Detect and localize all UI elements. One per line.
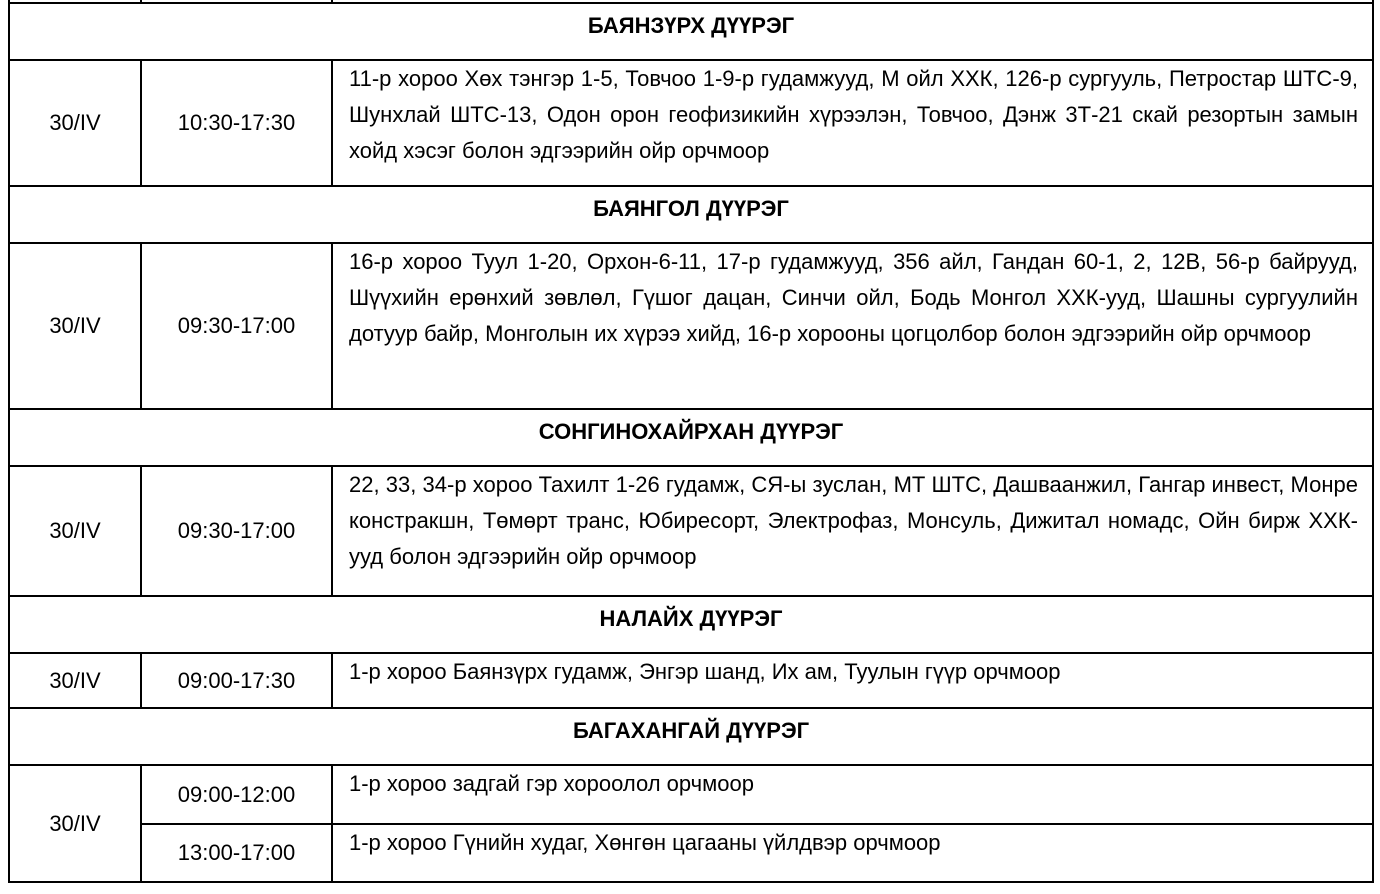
district-name: БАГАХАНГАЙ ДҮҮРЭГ [8, 707, 1374, 766]
date-cell: 30/IV [8, 465, 142, 597]
district-header-row: БАГАХАНГАЙ ДҮҮРЭГ [8, 707, 1374, 766]
district-header-row: НАЛАЙХ ДҮҮРЭГ [8, 595, 1374, 654]
district-name: БАЯНЗҮРХ ДҮҮРЭГ [8, 2, 1374, 61]
district-name: СОНГИНОХАЙРХАН ДҮҮРЭГ [8, 408, 1374, 467]
time-cell: 09:00-12:00 [140, 764, 333, 825]
schedule-row: 30/IV 10:30-17:30 11-р хороо Хөх тэнгэр 1-… [8, 59, 1374, 187]
time-cell: 09:00-17:30 [140, 652, 333, 709]
previous-row-fragment [8, 0, 1374, 4]
power-outage-schedule-table: БАЯНЗҮРХ ДҮҮРЭГ 30/IV 10:30-17:30 11-р хоро… [8, 0, 1374, 883]
district-header-row: СОНГИНОХАЙРХАН ДҮҮРЭГ [8, 408, 1374, 467]
location-cell: 22, 33, 34-р хороо Тахилт 1-26 гудамж, С… [331, 465, 1374, 597]
location-cell: 1-р хороо задгай гэр хороолол орчмоор [331, 764, 1374, 825]
district-header-row: БАЯНЗҮРХ ДҮҮРЭГ [8, 2, 1374, 61]
location-cell: 16-р хороо Туул 1-20, Орхон-6-11, 17-р г… [331, 242, 1374, 410]
district-name: НАЛАЙХ ДҮҮРЭГ [8, 595, 1374, 654]
schedule-row: 30/IV 09:30-17:00 22, 33, 34-р хороо Тахил… [8, 465, 1374, 597]
schedule-row: 30/IV 09:00-17:30 1-р хороо Баянзүрх гудам… [8, 652, 1374, 709]
time-cell: 09:30-17:00 [140, 465, 333, 597]
district-name: БАЯНГОЛ ДҮҮРЭГ [8, 185, 1374, 244]
time-cell: 09:30-17:00 [140, 242, 333, 410]
date-cell: 30/IV [8, 764, 142, 883]
schedule-row: 13:00-17:00 1-р хороо Гүнийн худаг, Хөнгө… [9, 823, 1374, 883]
location-cell: 1-р хороо Гүнийн худаг, Хөнгөн цагааны ү… [331, 823, 1374, 883]
schedule-row: 30/IV 09:30-17:00 16-р хороо Туул 1-20, Ор… [8, 242, 1374, 410]
date-cell: 30/IV [8, 59, 142, 187]
schedule-row: 30/IV 09:00-12:00 1-р хороо задгай гэр хор… [8, 764, 1374, 883]
time-cell: 10:30-17:30 [140, 59, 333, 187]
district-header-row: БАЯНГОЛ ДҮҮРЭГ [8, 185, 1374, 244]
location-cell: 11-р хороо Хөх тэнгэр 1-5, Товчоо 1-9-р … [331, 59, 1374, 187]
date-cell: 30/IV [8, 652, 142, 709]
time-cell: 13:00-17:00 [140, 823, 333, 883]
date-cell: 30/IV [8, 242, 142, 410]
location-cell: 1-р хороо Баянзүрх гудамж, Энгэр шанд, И… [331, 652, 1374, 709]
